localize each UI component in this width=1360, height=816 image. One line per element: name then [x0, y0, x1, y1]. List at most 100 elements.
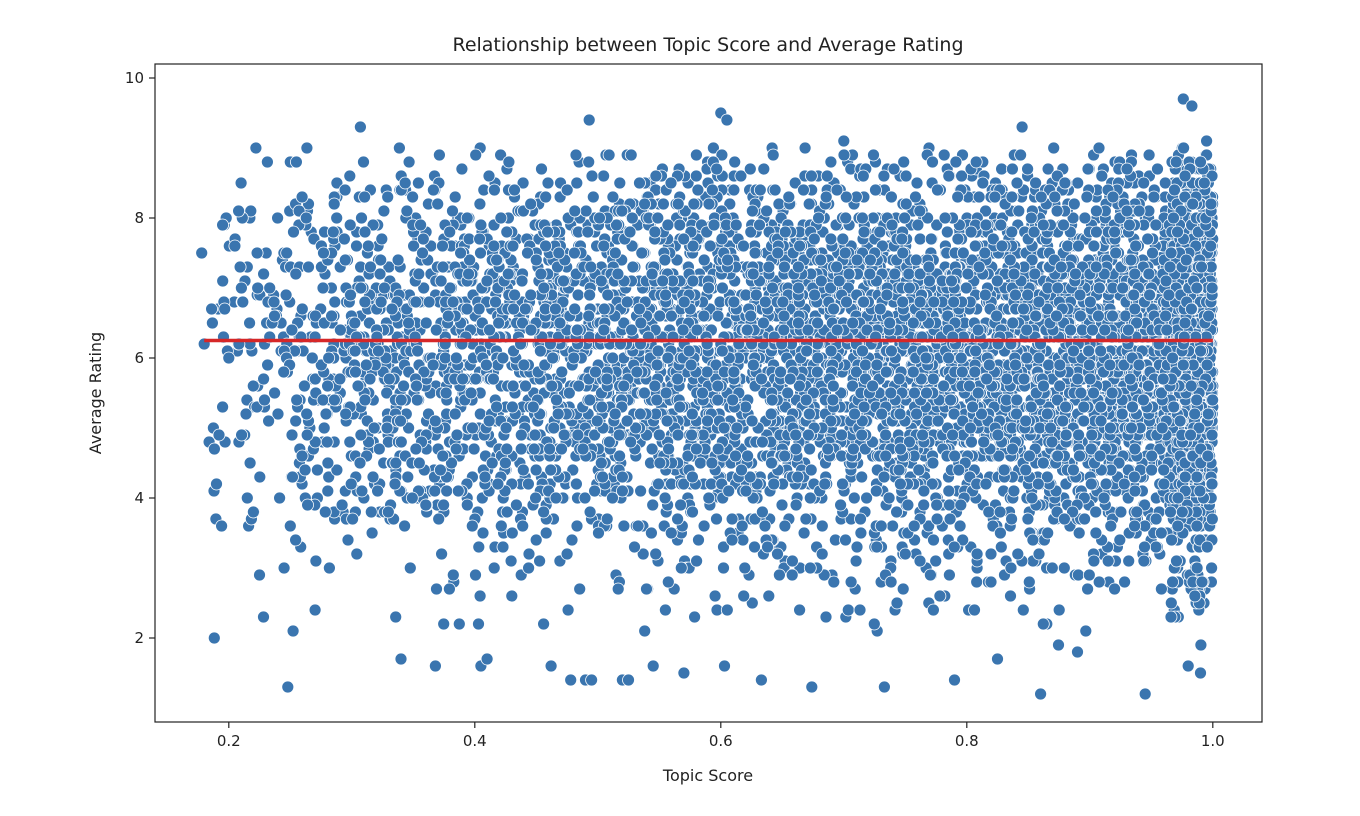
- data-point: [611, 582, 625, 596]
- data-point: [333, 372, 347, 386]
- data-point: [343, 169, 357, 183]
- data-point: [519, 379, 532, 393]
- data-point: [472, 540, 486, 554]
- data-point: [947, 540, 961, 554]
- data-point: [766, 281, 779, 295]
- data-point: [215, 519, 229, 533]
- data-point: [361, 239, 375, 253]
- data-point: [300, 141, 314, 155]
- data-point: [487, 561, 501, 575]
- data-point: [257, 372, 271, 386]
- data-point: [659, 603, 672, 617]
- data-point: [234, 281, 248, 295]
- data-point: [411, 176, 425, 190]
- data-point: [735, 519, 749, 533]
- data-point: [402, 316, 416, 330]
- data-point: [913, 232, 927, 246]
- data-point: [690, 148, 703, 162]
- data-point: [432, 512, 446, 526]
- data-point: [824, 344, 838, 358]
- data-point: [289, 533, 303, 547]
- data-point: [854, 526, 868, 540]
- data-point: [877, 169, 891, 183]
- data-point: [933, 589, 947, 603]
- data-point: [435, 547, 449, 561]
- data-point: [646, 498, 660, 512]
- data-point: [1092, 141, 1106, 155]
- data-point: [601, 288, 615, 302]
- data-point: [539, 526, 553, 540]
- data-point: [535, 162, 548, 176]
- data-point: [207, 442, 221, 456]
- data-point: [979, 204, 992, 218]
- data-point: [583, 288, 596, 302]
- data-point: [565, 533, 579, 547]
- data-point: [469, 372, 483, 386]
- data-point: [1205, 561, 1218, 575]
- data-point: [640, 582, 653, 596]
- data-point: [760, 204, 773, 218]
- data-point: [887, 162, 901, 176]
- data-point: [703, 239, 717, 253]
- data-point: [207, 631, 221, 645]
- data-point: [720, 603, 734, 617]
- data-point: [583, 505, 597, 519]
- data-point: [257, 267, 271, 281]
- data-point: [982, 505, 996, 519]
- data-point: [358, 295, 372, 309]
- data-point: [472, 617, 485, 631]
- data-point: [452, 617, 466, 631]
- data-point: [502, 155, 516, 169]
- data-point: [912, 463, 926, 477]
- data-point: [748, 540, 761, 554]
- data-point: [343, 218, 357, 232]
- data-point: [391, 253, 405, 267]
- data-point: [708, 589, 722, 603]
- data-point: [330, 211, 344, 225]
- data-point: [537, 505, 550, 519]
- data-point: [728, 155, 742, 169]
- data-point: [855, 470, 869, 484]
- data-point: [1081, 162, 1095, 176]
- data-point: [389, 610, 403, 624]
- data-point: [789, 498, 803, 512]
- data-point: [758, 519, 772, 533]
- data-point: [761, 540, 774, 554]
- data-point: [363, 372, 377, 386]
- data-point: [1000, 372, 1014, 386]
- data-point: [717, 561, 730, 575]
- data-point: [808, 288, 821, 302]
- data-point: [285, 428, 299, 442]
- data-point: [844, 575, 858, 589]
- data-point: [847, 491, 861, 505]
- data-point: [888, 267, 902, 281]
- data-point: [534, 344, 547, 358]
- data-point: [885, 190, 898, 204]
- data-point: [762, 589, 776, 603]
- data-point: [815, 547, 829, 561]
- data-point: [949, 155, 963, 169]
- data-point: [849, 554, 863, 568]
- data-point: [473, 589, 487, 603]
- data-point: [285, 323, 299, 337]
- data-point: [993, 505, 1007, 519]
- data-point: [834, 498, 847, 512]
- data-point: [661, 575, 675, 589]
- data-point: [686, 505, 699, 519]
- data-point: [943, 498, 956, 512]
- data-point: [592, 526, 605, 540]
- data-point: [1050, 204, 1064, 218]
- data-point: [706, 183, 719, 197]
- data-point: [725, 512, 739, 526]
- data-point: [371, 484, 385, 498]
- data-point: [697, 519, 711, 533]
- data-point: [365, 526, 379, 540]
- data-point: [337, 232, 351, 246]
- data-point: [341, 533, 355, 547]
- data-point: [448, 190, 462, 204]
- data-point: [890, 596, 904, 610]
- data-point: [702, 491, 716, 505]
- data-point: [205, 316, 219, 330]
- data-point: [1014, 148, 1027, 162]
